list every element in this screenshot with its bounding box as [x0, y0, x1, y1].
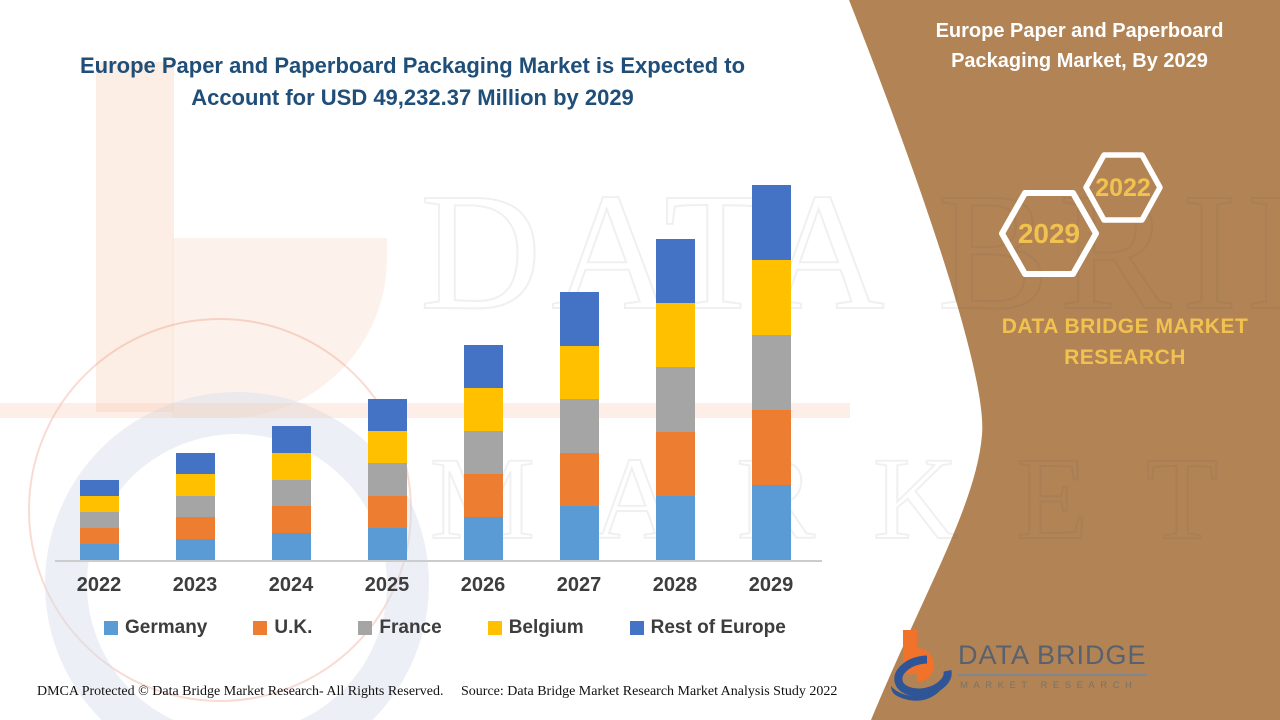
legend-swatch-icon [629, 621, 644, 635]
bar-segment-2026-france [463, 430, 503, 474]
x-axis-label-2024: 2024 [268, 574, 314, 596]
bar-segment-2028-rest-of-europe [655, 239, 695, 304]
hexagon-2022-label: 2022 [1095, 174, 1151, 202]
hexagon-2029-label: 2029 [1018, 218, 1080, 249]
legend-item-germany: Germany [104, 617, 207, 639]
bar-segment-2025-u-k- [367, 495, 407, 528]
bar-segment-2023-germany [175, 538, 215, 560]
chart-legend: Germany U.K. France Belgium Rest of Europe [104, 617, 786, 639]
bar-segment-2025-rest-of-europe [367, 398, 407, 432]
bar-segment-2029-france [751, 334, 791, 410]
x-axis-label-2022: 2022 [76, 574, 122, 596]
bar-segment-2022-belgium [79, 496, 119, 512]
legend-label: Germany [125, 617, 208, 638]
bar-segment-2022-u-k- [79, 528, 119, 544]
data-bridge-logo-icon [891, 630, 952, 701]
bar-segment-2029-u-k- [751, 409, 791, 485]
x-axis-label-2029: 2029 [748, 574, 794, 596]
hexagon-2022: 2022 [1083, 152, 1163, 223]
legend-label: Belgium [508, 617, 584, 638]
bar-segment-2023-france [175, 495, 215, 518]
bar-segment-2025-belgium [367, 431, 407, 464]
bar-segment-2026-belgium [463, 387, 503, 431]
bar-segment-2029-belgium [751, 259, 791, 335]
logo-subtitle: MARKET RESEARCH [960, 680, 1138, 691]
source-note: Source: Data Bridge Market Research Mark… [461, 684, 838, 699]
logo-swoosh [891, 672, 949, 701]
legend-swatch-icon [253, 621, 268, 635]
bar-segment-2029-rest-of-europe [751, 185, 791, 260]
dmca-notice: DMCA Protected © Data Bridge Market Rese… [37, 684, 444, 699]
bar-segment-2022-france [79, 512, 119, 528]
bar-segment-2027-u-k- [559, 452, 599, 507]
x-axis-label-2025: 2025 [364, 574, 410, 596]
bar-segment-2024-rest-of-europe [271, 426, 311, 453]
bar-segment-2026-rest-of-europe [463, 344, 503, 388]
bar-segment-2024-france [271, 479, 311, 507]
bar-segment-2023-u-k- [175, 517, 215, 539]
x-axis-label-2028: 2028 [652, 574, 698, 596]
hexagon-2029: 2029 [999, 190, 1099, 277]
bar-segment-2027-rest-of-europe [559, 292, 599, 346]
hexagon-2029-outline [999, 190, 1099, 277]
logo-wordmark: DATA BRIDGE [958, 640, 1147, 676]
x-axis-label-2026: 2026 [460, 574, 506, 596]
bar-segment-2023-belgium [175, 474, 215, 496]
watermark-text-row2: MARKET RESEARCH [429, 433, 1280, 564]
bar-segment-2028-u-k- [655, 431, 695, 496]
legend-swatch-icon [104, 621, 118, 635]
legend-item-u-k-: U.K. [253, 617, 312, 639]
legend-swatch-icon [358, 621, 373, 635]
legend-label: U.K. [274, 617, 313, 638]
watermark-band [0, 403, 850, 418]
bar-segment-2028-germany [655, 495, 695, 560]
panel-brand-text: DATA BRIDGE MARKET RESEARCH [1001, 315, 1249, 369]
panel-title: Europe Paper and Paperboard Packaging Ma… [935, 20, 1224, 72]
x-axis-label-2023: 2023 [172, 574, 218, 596]
logo-b-shape [903, 630, 934, 682]
legend-label: Rest of Europe [650, 617, 786, 638]
bar-segment-2024-belgium [271, 452, 311, 480]
bar-segment-2024-germany [271, 533, 311, 560]
bar-segment-2025-germany [367, 527, 407, 560]
legend-label: France [379, 617, 442, 638]
bar-segment-2027-belgium [559, 345, 599, 400]
hexagon-2022-outline [1083, 152, 1163, 223]
bar-segment-2023-rest-of-europe [175, 452, 215, 475]
legend-item-rest-of-europe: Rest of Europe [629, 617, 786, 639]
bar-segment-2028-belgium [655, 303, 695, 368]
bar-segment-2022-rest-of-europe [79, 480, 119, 496]
bar-segment-2028-france [655, 367, 695, 432]
chart-title: Europe Paper and Paperboard Packaging Ma… [79, 53, 746, 110]
legend-item-belgium: Belgium [487, 617, 584, 639]
bar-segment-2022-germany [79, 544, 119, 560]
bar-segment-2026-u-k- [463, 473, 503, 517]
legend-swatch-icon [487, 621, 502, 635]
bar-segment-2025-france [367, 463, 407, 496]
bar-segment-2029-germany [751, 484, 791, 560]
x-axis-line [55, 560, 822, 562]
x-axis-label-2027: 2027 [556, 574, 602, 596]
bar-segment-2027-germany [559, 506, 599, 560]
bar-segment-2024-u-k- [271, 506, 311, 534]
legend-item-france: France [358, 617, 442, 639]
bar-segment-2026-germany [463, 516, 503, 560]
bar-segment-2027-france [559, 399, 599, 453]
